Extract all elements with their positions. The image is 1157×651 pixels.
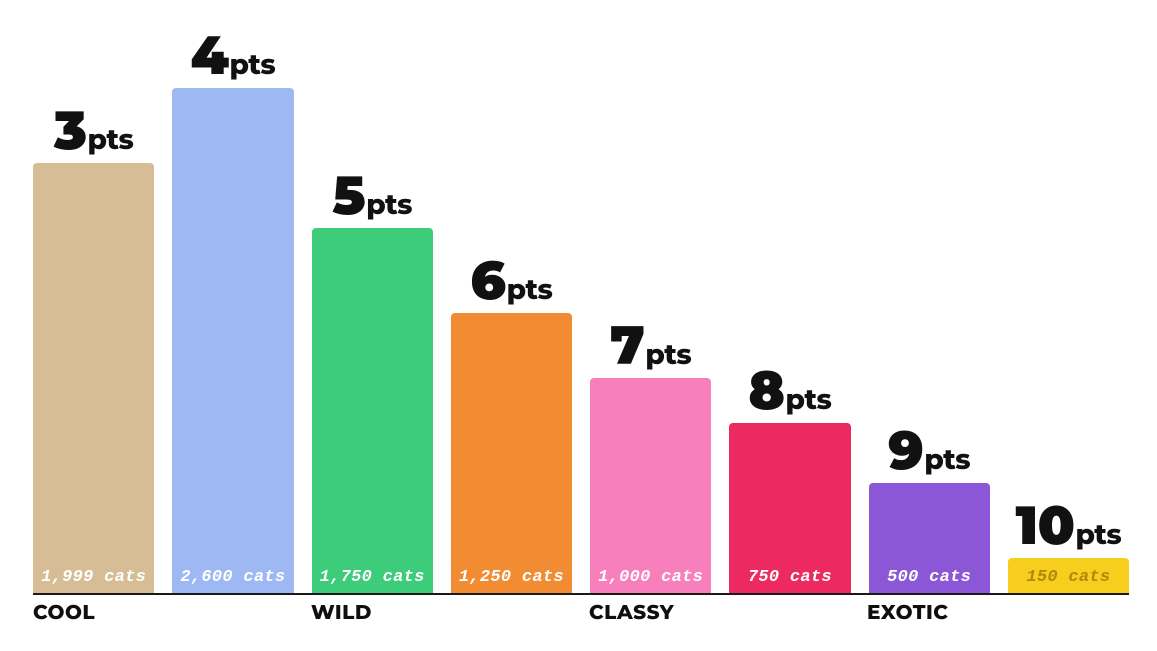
bar-points-value: 9 [888, 417, 923, 483]
bar-cats-value: 1,750 [320, 568, 373, 587]
bar-points-suffix: pts [366, 188, 412, 222]
bar-cats-suffix: cats [94, 568, 147, 587]
bar-points-value: 8 [748, 357, 784, 423]
category-label-wild: WILD [311, 601, 372, 625]
bar-cats-value: 1,250 [459, 568, 512, 587]
bar-points-value: 6 [470, 247, 505, 313]
bar-4pts: 4pts2,600 cats [172, 88, 293, 593]
bar-cats-suffix: cats [233, 568, 286, 587]
bar-cats-suffix: cats [1058, 568, 1111, 587]
bar-points-suffix: pts [645, 338, 691, 372]
stage: 3pts1,999 cats4pts2,600 cats5pts1,750 ca… [0, 0, 1157, 651]
category-label-cool: COOL [33, 601, 95, 625]
bar-top-label: 9pts [888, 423, 970, 483]
bar-points-suffix: pts [1075, 518, 1121, 552]
bar-9pts: 9pts500 cats [869, 483, 990, 593]
bar-cats-label: 1,000 cats [598, 568, 703, 587]
category-label-classy: CLASSY [589, 601, 674, 625]
bar-cats-suffix: cats [919, 568, 972, 587]
bar-8pts: 8pts750 cats [729, 423, 850, 593]
bar-points-value: 4 [191, 22, 229, 88]
bar-cats-suffix: cats [651, 568, 704, 587]
bar-top-label: 8pts [748, 363, 831, 423]
bar-10pts: 10pts150 cats [1008, 558, 1129, 593]
bar-cats-value: 1,999 [41, 568, 94, 587]
bar-cats-value: 150 [1026, 568, 1058, 587]
bar-cats-value: 1,000 [598, 568, 651, 587]
bar-top-label: 4pts [191, 28, 276, 88]
bar-top-label: 3pts [54, 103, 133, 163]
bar-points-suffix: pts [924, 443, 970, 477]
bar-6pts: 6pts1,250 cats [451, 313, 572, 593]
bar-cats-value: 2,600 [180, 568, 233, 587]
bar-chart: 3pts1,999 cats4pts2,600 cats5pts1,750 ca… [33, 60, 1129, 595]
bar-cats-label: 2,600 cats [180, 568, 285, 587]
bar-top-label: 5pts [332, 168, 412, 228]
bar-points-suffix: pts [786, 383, 832, 417]
bar-cats-suffix: cats [779, 568, 832, 587]
bar-cats-label: 750 cats [748, 568, 832, 587]
bar-7pts: 7pts1,000 cats [590, 378, 711, 593]
bar-cats-label: 1,999 cats [41, 568, 146, 587]
bar-top-label: 7pts [610, 318, 691, 378]
bar-3pts: 3pts1,999 cats [33, 163, 154, 593]
bar-cats-value: 500 [887, 568, 919, 587]
bar-points-value: 5 [332, 162, 365, 228]
bar-points-value: 10 [1016, 492, 1075, 558]
bar-cats-suffix: cats [511, 568, 564, 587]
bar-points-suffix: pts [507, 273, 553, 307]
bar-top-label: 6pts [470, 253, 552, 313]
bar-cats-label: 500 cats [887, 568, 971, 587]
bar-top-label: 10pts [1016, 498, 1122, 558]
bar-cats-label: 1,750 cats [320, 568, 425, 587]
bar-cats-label: 150 cats [1026, 568, 1110, 587]
bar-cats-value: 750 [748, 568, 780, 587]
bar-points-value: 7 [610, 312, 644, 378]
category-label-exotic: EXOTIC [867, 601, 948, 625]
bar-cats-suffix: cats [372, 568, 425, 587]
bar-points-suffix: pts [229, 48, 275, 82]
bar-5pts: 5pts1,750 cats [312, 228, 433, 593]
bar-points-suffix: pts [88, 123, 134, 157]
bar-cats-label: 1,250 cats [459, 568, 564, 587]
bar-points-value: 3 [54, 97, 87, 163]
